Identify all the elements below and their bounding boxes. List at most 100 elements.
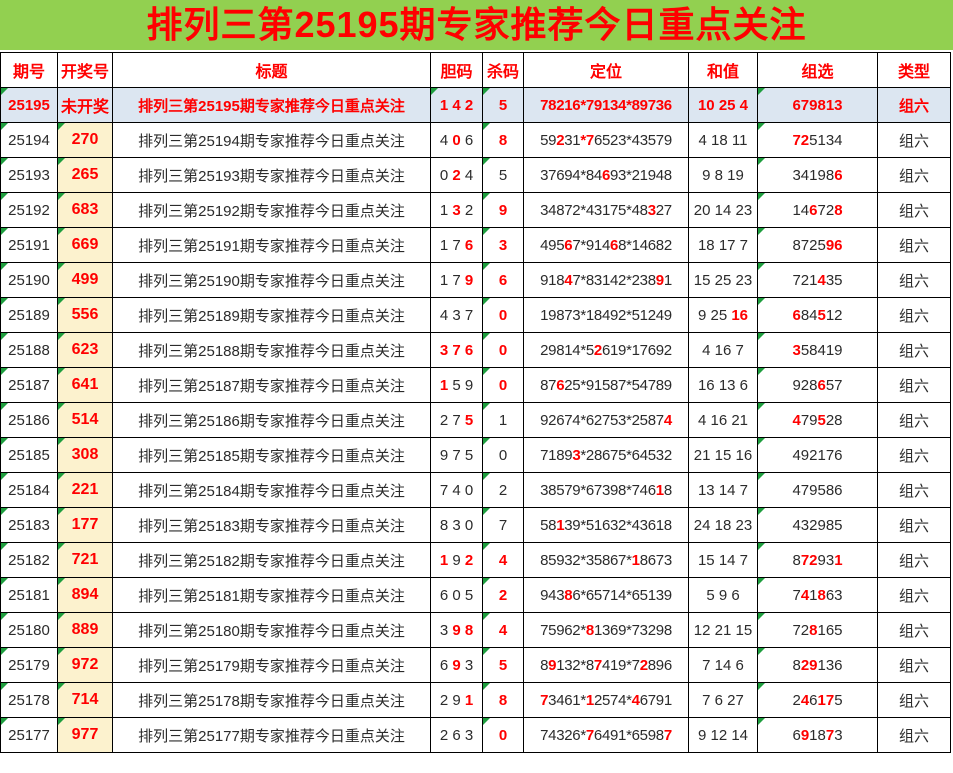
position-cell: 73461*12574*46791 <box>523 682 689 718</box>
sum-cell: 12 21 15 <box>688 612 758 648</box>
value-segment: 8 <box>834 201 843 219</box>
dan-cell: 2 6 3 <box>430 717 483 753</box>
issue-cell: 25179 <box>0 647 58 683</box>
value-segment: 92674*62753*2587 <box>540 411 664 429</box>
value-segment: 943 <box>540 586 565 604</box>
value-segment: 6 <box>601 166 611 184</box>
value-segment: 18 <box>809 726 826 744</box>
value-segment: 8 <box>540 656 549 674</box>
title-cell: 排列三第25194期专家推荐今日重点关注 <box>112 122 431 158</box>
cell-corner-marker-icon <box>58 473 65 480</box>
value-segment: 0 <box>498 446 508 464</box>
sum-cell: 7 14 6 <box>688 647 758 683</box>
issue-cell: 25193 <box>0 157 58 193</box>
value-segment: 31 <box>564 131 581 149</box>
value-segment: 37694*84 <box>540 166 602 184</box>
value-segment: 479586 <box>792 481 843 499</box>
kill-cell: 2 <box>482 577 524 613</box>
cell-corner-marker-icon <box>758 368 765 375</box>
col-header-draw: 开奖号 <box>57 52 113 88</box>
value-segment: 1 7 <box>439 271 465 289</box>
sum-cell: 4 18 11 <box>688 122 758 158</box>
value-segment: 1 <box>655 481 664 499</box>
draw-cell: 641 <box>57 367 113 403</box>
issue-cell: 25182 <box>0 542 58 578</box>
title-cell: 排列三第25181期专家推荐今日重点关注 <box>112 577 431 613</box>
title-cell: 排列三第25184期专家推荐今日重点关注 <box>112 472 431 508</box>
cell-corner-marker-icon <box>1 543 8 550</box>
value-segment: 4 <box>439 131 453 149</box>
dan-cell: 7 4 0 <box>430 472 483 508</box>
value-segment: 59 <box>540 131 557 149</box>
cell-corner-marker-icon <box>758 543 765 550</box>
table-row: 25181 894 排列三第25181期专家推荐今日重点关注 6 0 5 2 94386*… <box>0 577 951 613</box>
position-cell: 94386*65714*65139 <box>523 577 689 613</box>
value-segment: 7 <box>825 726 835 744</box>
type-cell: 组六 <box>877 332 951 368</box>
dan-cell: 3 7 6 <box>430 332 483 368</box>
issue-cell: 25188 <box>0 332 58 368</box>
value-segment: 5 <box>498 656 508 674</box>
value-segment: 6 <box>610 236 619 254</box>
value-segment: 34198 <box>792 166 835 184</box>
value-segment: 6 <box>460 131 474 149</box>
table-row: 25190 499 排列三第25190期专家推荐今日重点关注 1 7 9 6 91847*… <box>0 262 951 298</box>
value-segment: 15 14 7 <box>697 551 749 569</box>
sum-cell: 24 18 23 <box>688 507 758 543</box>
value-segment: 2 <box>460 201 474 219</box>
table-row: 25185 308 排列三第25185期专家推荐今日重点关注 9 7 5 0 71893*… <box>0 437 951 473</box>
value-segment: 34872*43175*48 <box>540 201 648 219</box>
value-segment: 6 <box>556 376 565 394</box>
dan-cell: 1 4 2 <box>430 87 483 123</box>
value-segment: 1 <box>439 376 449 394</box>
position-cell: 78216*79134*89736 <box>523 87 689 123</box>
value-segment: 2 <box>792 691 801 709</box>
value-segment: 93*21948 <box>610 166 672 184</box>
value-segment: 58 <box>540 516 557 534</box>
value-segment: 1 <box>585 691 594 709</box>
value-segment: 5 <box>817 306 826 324</box>
cell-corner-marker-icon <box>758 193 765 200</box>
value-segment: 9 <box>548 656 557 674</box>
value-segment: 7*914 <box>572 236 611 254</box>
cell-corner-marker-icon <box>1 88 8 95</box>
issue-cell: 25184 <box>0 472 58 508</box>
title-cell: 排列三第25191期专家推荐今日重点关注 <box>112 227 431 263</box>
draw-cell: 未开奖 <box>57 87 113 123</box>
type-cell: 组六 <box>877 647 951 683</box>
cell-corner-marker-icon <box>58 333 65 340</box>
cell-corner-marker-icon <box>758 578 765 585</box>
value-segment: *28675*64532 <box>580 446 672 464</box>
value-segment: 2574* <box>593 691 632 709</box>
kill-cell: 8 <box>482 682 524 718</box>
value-segment: 2 <box>464 551 474 569</box>
issue-cell: 25194 <box>0 122 58 158</box>
table-row: 25182 721 排列三第25182期专家推荐今日重点关注 1 9 2 4 85932*… <box>0 542 951 578</box>
value-segment: 4 <box>564 271 573 289</box>
cell-corner-marker-icon <box>58 193 65 200</box>
table-row: 25183 177 排列三第25183期专家推荐今日重点关注 8 3 0 7 58139*… <box>0 507 951 543</box>
type-cell: 组六 <box>877 717 951 753</box>
table-row: 25194 270 排列三第25194期专家推荐今日重点关注 4 0 6 8 59231*… <box>0 122 951 158</box>
group-cell: 721435 <box>757 262 878 298</box>
value-segment: 24 18 23 <box>693 516 753 534</box>
value-segment: 14 <box>792 201 810 219</box>
value-segment: 57 <box>825 376 843 394</box>
value-segment: 721 <box>792 271 818 289</box>
value-segment: 13 14 7 <box>697 481 749 499</box>
sum-cell: 15 25 23 <box>688 262 758 298</box>
value-segment: 9 <box>800 726 810 744</box>
cell-corner-marker-icon <box>58 368 65 375</box>
value-segment: 6 <box>439 656 453 674</box>
value-segment: 918 <box>540 271 565 289</box>
table-row: 25187 641 排列三第25187期专家推荐今日重点关注 1 5 9 0 87625*… <box>0 367 951 403</box>
header-row: 期号 开奖号 标题 胆码 杀码 定位 和值 组选 类型 <box>0 52 951 88</box>
group-cell: 691873 <box>757 717 878 753</box>
table-row: 25184 221 排列三第25184期专家推荐今日重点关注 7 4 0 2 38579*… <box>0 472 951 508</box>
type-cell: 组六 <box>877 262 951 298</box>
type-cell: 组六 <box>877 157 951 193</box>
value-segment: 432985 <box>792 516 843 534</box>
position-cell: 74326*76491*65987 <box>523 717 689 753</box>
cell-corner-marker-icon <box>1 718 8 725</box>
value-segment: 0 <box>452 131 461 149</box>
